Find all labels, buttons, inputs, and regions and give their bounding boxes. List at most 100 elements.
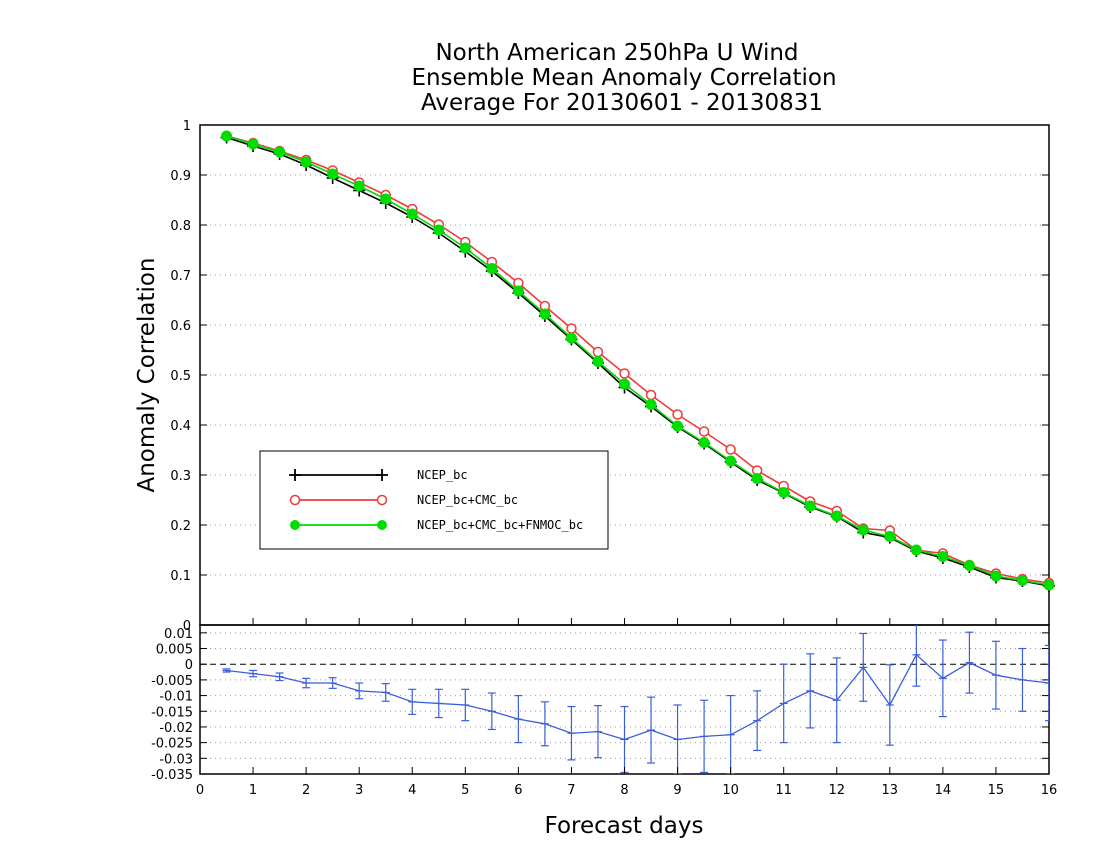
tick-label-y: -0.01 xyxy=(159,690,193,705)
data-point xyxy=(751,473,763,484)
data-point xyxy=(592,356,604,367)
tick-label-x: 16 xyxy=(1041,783,1058,798)
legend-label: NCEP_bc+CMC_bc+FNMOC_bc xyxy=(417,518,583,532)
data-point xyxy=(486,263,498,274)
data-point xyxy=(1043,579,1055,591)
data-point xyxy=(990,570,1002,582)
tick-label-y: -0.025 xyxy=(151,737,193,752)
legend-label: NCEP_bc+CMC_bc xyxy=(417,493,518,507)
data-point xyxy=(910,544,922,556)
tick-label-x: 1 xyxy=(249,783,257,798)
data-point xyxy=(274,146,286,158)
data-point xyxy=(380,193,392,205)
legend-item: NCEP_bc+CMC_bc+FNMOC_bc xyxy=(290,518,583,532)
data-point xyxy=(804,500,816,512)
data-point xyxy=(565,332,577,344)
data-point xyxy=(566,323,577,334)
data-point xyxy=(725,455,737,467)
tick-label-y: 0.3 xyxy=(170,469,191,484)
legend: NCEP_bc NCEP_bc+CMC_bc NCEP_bc+CMC_bc+FNMO… xyxy=(259,450,609,550)
tick-label-x: 10 xyxy=(722,783,739,798)
tick-label-x: 14 xyxy=(935,783,952,798)
data-point xyxy=(963,560,975,571)
legend-marker xyxy=(377,520,387,530)
tick-label-x: 11 xyxy=(775,783,792,798)
lower-panel: -0.035-0.03-0.025-0.02-0.015-0.01-0.0050… xyxy=(151,624,1050,783)
data-point xyxy=(698,437,710,448)
legend-item: NCEP_bc xyxy=(289,468,468,482)
tick-label-x: 2 xyxy=(302,783,310,798)
legend-item: NCEP_bc+CMC_bc xyxy=(289,493,518,507)
title-line-1: North American 250hPa U Wind xyxy=(435,40,798,66)
data-point xyxy=(937,551,949,562)
tick-label-y: -0.035 xyxy=(151,768,193,783)
tick-label-y: 1 xyxy=(183,119,191,134)
data-point xyxy=(698,426,710,437)
tick-label-y: -0.02 xyxy=(159,721,193,736)
tick-label-y: 0.5 xyxy=(170,369,191,384)
tick-label-y: 0.1 xyxy=(170,569,191,584)
data-point xyxy=(512,285,524,297)
tick-label-y: 0 xyxy=(183,619,191,634)
data-point xyxy=(725,444,736,455)
tick-label-y: 0.9 xyxy=(170,169,191,184)
data-point xyxy=(300,156,312,168)
diff-series-0 xyxy=(222,625,1049,774)
tick-label-x: 9 xyxy=(673,783,681,798)
tick-label-y: 0.7 xyxy=(170,269,191,284)
tick-label-x: 5 xyxy=(461,783,469,798)
y-axis-title: Anomaly Correlation xyxy=(134,257,160,492)
data-point xyxy=(645,389,657,401)
tick-label-y: 0.4 xyxy=(170,419,191,434)
tick-label-y: -0.03 xyxy=(159,752,193,767)
data-point xyxy=(433,224,445,236)
data-point xyxy=(221,130,233,142)
x-axis-title: Forecast days xyxy=(545,813,704,839)
data-point xyxy=(247,138,259,150)
tick-label-x: 0 xyxy=(196,783,204,798)
data-point xyxy=(353,180,365,192)
legend-marker xyxy=(290,520,300,530)
tick-label-y: -0.015 xyxy=(151,705,193,720)
upper-panel: 0.1 0.2 0.3 0.4 0.5 0.6 0.7 0.8 0.9 1 0 xyxy=(170,119,1055,634)
tick-label-x: 12 xyxy=(828,783,845,798)
data-point xyxy=(645,399,657,410)
tick-label-y: 0.005 xyxy=(156,643,193,658)
data-point xyxy=(327,168,339,180)
data-point xyxy=(672,420,684,432)
tick-label-y: 0.8 xyxy=(170,219,191,234)
tick-label-y: 0 xyxy=(185,658,193,673)
tick-label-x: 8 xyxy=(620,783,628,798)
data-point xyxy=(619,378,630,390)
tick-label-x: 3 xyxy=(355,783,363,798)
title-line-2: Ensemble Mean Anomaly Correlation xyxy=(411,65,836,91)
legend-label: NCEP_bc xyxy=(417,468,468,482)
legend-marker xyxy=(376,494,388,506)
data-point xyxy=(857,524,869,536)
tick-label-x: 7 xyxy=(567,783,575,798)
tick-label-y: 0.6 xyxy=(170,319,191,334)
tick-label-x: 4 xyxy=(408,783,416,798)
error-bar xyxy=(1045,644,1049,722)
tick-label-y: 0.01 xyxy=(164,627,193,642)
x-axis-ticks: 0 1 2 3 4 5 6 7 8 9 10 11 12 13 14 15 16 xyxy=(196,618,1057,798)
data-point xyxy=(1016,575,1028,586)
data-point xyxy=(539,308,551,320)
tick-label-x: 6 xyxy=(514,783,522,798)
tick-label-y: -0.005 xyxy=(151,674,193,689)
legend-marker xyxy=(289,494,301,506)
data-point xyxy=(831,510,843,522)
data-point xyxy=(619,368,630,379)
title-line-3: Average For 20130601 - 20130831 xyxy=(421,90,823,116)
diff-line xyxy=(226,653,1049,741)
data-point xyxy=(406,208,418,220)
series-2 xyxy=(221,130,1055,591)
data-point xyxy=(778,487,790,498)
tick-label-x: 15 xyxy=(988,783,1005,798)
chart-title: North American 250hPa U Wind Ensemble Me… xyxy=(411,40,836,116)
data-point xyxy=(459,242,471,254)
data-point xyxy=(672,409,683,420)
tick-label-y: 0.2 xyxy=(170,519,191,534)
data-point xyxy=(884,531,896,542)
